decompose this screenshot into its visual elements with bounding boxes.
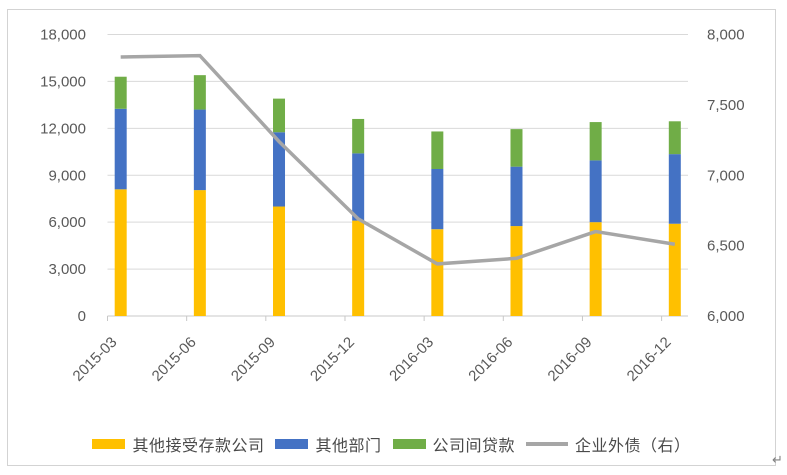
legend-item: 其他接受存款公司 <box>92 432 264 456</box>
bar-segment <box>114 108 127 190</box>
bar-segment <box>589 160 602 223</box>
stacked-bar-2016-09 <box>589 122 602 316</box>
right-axis-tick-label: 6,000 <box>707 308 745 325</box>
x-axis-tick-label: 2015-03 <box>70 334 121 385</box>
bar-segment <box>273 206 286 316</box>
stacked-bar-2015-03 <box>114 76 127 316</box>
paragraph-return-mark: ↵ <box>772 452 783 467</box>
stacked-bar-2016-06 <box>510 129 523 316</box>
left-axis-tick-label: 3,000 <box>48 261 86 278</box>
bar-segment <box>273 98 286 133</box>
bar-segment <box>273 132 286 207</box>
stacked-bar-2016-12 <box>668 121 681 316</box>
left-axis-tick-label: 6,000 <box>48 214 86 231</box>
bar-segment <box>193 109 206 191</box>
x-axis-labels: 2015-03 2015-06 2015-09 2015-12 2016-03 2016-… <box>70 334 675 385</box>
left-axis-tick-label: 0 <box>78 308 86 325</box>
bar-segment <box>668 154 681 224</box>
left-axis-tick-label: 12,000 <box>40 120 86 137</box>
bar-segment <box>193 75 206 110</box>
legend-item: 公司间贷款 <box>392 432 516 456</box>
bar-segment <box>352 153 365 221</box>
x-axis-tick-label: 2015-09 <box>228 334 279 385</box>
legend-label: 公司间贷款 <box>432 438 516 455</box>
bar-segment <box>510 226 523 316</box>
x-axis-tick-label: 2015-06 <box>149 334 200 385</box>
stacked-bar-2016-03 <box>431 131 444 316</box>
right-axis-tick-label: 6,500 <box>707 238 745 255</box>
bar-segment <box>114 189 127 316</box>
legend-line-swatch <box>526 442 569 446</box>
bar-segment <box>510 129 523 167</box>
chart-frame: 18,000 15,000 12,000 9,000 6,000 3,000 0 8,000 7… <box>7 9 776 466</box>
line-series <box>120 53 676 266</box>
bar-segment <box>114 76 127 109</box>
bar-segment <box>431 229 444 316</box>
bar-segment <box>431 131 444 169</box>
legend-color-swatch <box>392 439 426 449</box>
bar-segment <box>352 220 365 316</box>
chart-legend: 其他接受存款公司 其他部门 公司间贷款 企业外债（右） <box>8 431 775 457</box>
bar-segment <box>668 121 681 155</box>
legend-label: 其他接受存款公司 <box>132 438 265 455</box>
bar-segment <box>193 190 206 316</box>
x-axis-tick-label: 2016-03 <box>386 334 437 385</box>
legend-item: 其他部门 <box>275 432 381 456</box>
left-axis-tick-label: 9,000 <box>48 167 86 184</box>
stacked-bars <box>114 75 681 316</box>
left-axis-tick-label: 15,000 <box>40 73 86 90</box>
x-axis-tick-label: 2016-06 <box>465 334 516 385</box>
combo-chart: 18,000 15,000 12,000 9,000 6,000 3,000 0 8,000 7… <box>40 27 745 385</box>
legend-label: 其他部门 <box>315 438 382 455</box>
x-axis <box>107 315 688 321</box>
bar-segment <box>589 222 602 316</box>
stacked-bar-2015-06 <box>193 75 206 316</box>
bar-segment <box>668 223 681 316</box>
stacked-bar-2015-09 <box>273 98 286 316</box>
bar-segment <box>352 118 365 154</box>
left-axis-labels: 18,000 15,000 12,000 9,000 6,000 3,000 0 <box>40 27 86 326</box>
right-axis-tick-label: 7,000 <box>707 167 745 184</box>
x-axis-tick-label: 2015-12 <box>307 334 358 385</box>
x-axis-tick-label: 2016-12 <box>624 334 675 385</box>
right-axis-labels: 8,000 7,500 7,000 6,500 6,000 <box>707 27 745 326</box>
x-axis-tick-label: 2016-09 <box>545 334 596 385</box>
right-axis-tick-label: 7,500 <box>707 97 745 114</box>
legend-color-swatch <box>275 439 309 449</box>
bar-segment <box>510 166 523 227</box>
bar-segment <box>589 122 602 161</box>
legend-item: 企业外债（右） <box>526 432 691 456</box>
bar-segment <box>431 168 444 230</box>
stacked-bar-2015-12 <box>352 118 365 316</box>
right-axis-tick-label: 8,000 <box>707 27 745 44</box>
legend-color-swatch <box>92 439 126 449</box>
legend-label: 企业外债（右） <box>575 438 691 455</box>
left-axis-tick-label: 18,000 <box>40 27 86 44</box>
